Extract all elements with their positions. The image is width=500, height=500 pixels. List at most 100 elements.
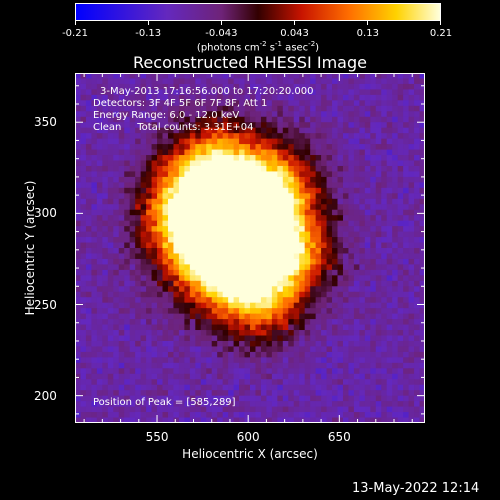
heatmap-cell: [211, 78, 218, 85]
heatmap-cell: [102, 390, 109, 397]
heatmap-cell: [408, 171, 415, 178]
heatmap-cell: [282, 94, 289, 101]
heatmap-cell: [173, 368, 180, 375]
heatmap-cell: [157, 412, 164, 419]
heatmap-cell: [102, 198, 109, 205]
heatmap-cell: [293, 330, 300, 337]
heatmap-cell: [96, 155, 103, 162]
heatmap-cell: [359, 165, 366, 173]
heatmap-cell: [228, 335, 235, 342]
heatmap-cell: [299, 171, 306, 178]
heatmap-cell: [348, 100, 355, 107]
heatmap-cell: [392, 319, 399, 326]
heatmap-cell: [392, 340, 399, 348]
heatmap-cell: [419, 330, 425, 337]
heatmap-cell: [364, 275, 371, 282]
heatmap-cell: [337, 258, 344, 266]
heatmap-cell: [342, 401, 350, 408]
heatmap-cell: [222, 384, 229, 391]
heatmap-cell: [189, 384, 196, 391]
heatmap-cell: [419, 182, 425, 189]
heatmap-cell: [244, 395, 251, 402]
heatmap-cell: [266, 406, 273, 413]
heatmap-cell: [113, 204, 120, 211]
heatmap-cell: [299, 231, 306, 238]
heatmap-cell: [408, 264, 415, 271]
heatmap-cell: [129, 94, 136, 101]
heatmap-cell: [386, 105, 393, 112]
heatmap-cell: [293, 269, 300, 276]
heatmap-cell: [167, 171, 175, 178]
heatmap-cell: [206, 144, 213, 151]
heatmap-cell: [348, 116, 355, 123]
heatmap-cell: [239, 297, 246, 304]
heatmap-cell: [403, 319, 410, 326]
heatmap-cell: [348, 215, 355, 222]
heatmap-cell: [304, 89, 311, 96]
heatmap-cell: [282, 357, 289, 364]
heatmap-cell: [146, 297, 153, 304]
heatmap-cell: [326, 215, 333, 222]
heatmap-cell: [397, 302, 404, 309]
heatmap-cell: [184, 231, 191, 238]
heatmap-cell: [282, 390, 289, 397]
heatmap-cell: [75, 122, 82, 129]
heatmap-cell: [277, 226, 284, 233]
heatmap-cell: [359, 248, 366, 255]
heatmap-cell: [200, 78, 207, 85]
heatmap-cell: [271, 165, 278, 173]
heatmap-cell: [96, 412, 103, 419]
heatmap-cell: [321, 351, 328, 358]
heatmap-cell: [288, 324, 295, 331]
heatmap-cell: [244, 155, 251, 162]
heatmap-cell: [255, 160, 262, 167]
y-tick-label: 300: [34, 206, 57, 221]
heatmap-cell: [397, 384, 404, 391]
heatmap-cell: [200, 384, 207, 391]
heatmap-cell: [310, 100, 317, 107]
heatmap-cell: [315, 390, 322, 397]
heatmap-cell: [200, 368, 207, 375]
heatmap-cell: [326, 187, 333, 194]
heatmap-cell: [321, 155, 328, 162]
heatmap-cell: [304, 351, 311, 358]
heatmap-cell: [135, 330, 142, 337]
heatmap-cell: [271, 379, 278, 386]
heatmap-cell: [96, 204, 103, 211]
heatmap-cell: [162, 209, 169, 216]
heatmap-cell: [135, 193, 142, 200]
heatmap-cell: [397, 324, 404, 331]
heatmap-cell: [419, 379, 425, 386]
heatmap-cell: [80, 204, 87, 211]
heatmap-cell: [353, 302, 360, 309]
heatmap-cell: [386, 248, 393, 255]
heatmap-cell: [173, 417, 180, 423]
heatmap-cell: [167, 297, 175, 304]
heatmap-cell: [140, 417, 147, 423]
heatmap-cell: [419, 412, 425, 419]
heatmap-cell: [419, 264, 425, 271]
heatmap-cell: [277, 165, 284, 173]
heatmap-cell: [403, 335, 410, 342]
heatmap-cell: [271, 209, 278, 216]
heatmap-cell: [211, 330, 218, 337]
heatmap-cell: [211, 384, 218, 391]
heatmap-cell: [299, 308, 306, 315]
heatmap-cell: [282, 220, 289, 227]
heatmap-cell: [375, 149, 382, 156]
heatmap-cell: [392, 379, 399, 386]
heatmap-cell: [315, 335, 322, 342]
heatmap-cell: [140, 258, 147, 266]
heatmap-cell: [337, 253, 344, 260]
heatmap-cell: [381, 362, 388, 369]
heatmap-cell: [85, 149, 93, 156]
heatmap-cell: [304, 313, 311, 320]
heatmap-cell: [353, 144, 360, 151]
heatmap-cell: [250, 269, 257, 276]
heatmap-cell: [348, 275, 355, 282]
heatmap-cell: [348, 319, 355, 326]
heatmap-cell: [124, 351, 131, 358]
heatmap-cell: [173, 215, 180, 222]
heatmap-cell: [414, 204, 421, 211]
heatmap-cell: [310, 390, 317, 397]
